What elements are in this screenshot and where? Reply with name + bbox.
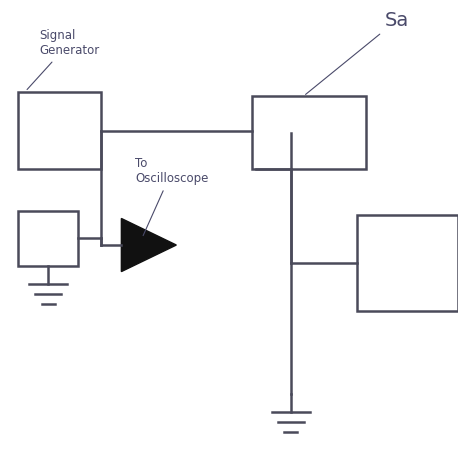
Bar [357,215,458,311]
Text: Sa: Sa [305,11,409,94]
Text: To
Oscilloscope: To Oscilloscope [135,158,208,235]
Bar [18,211,78,266]
Bar [18,92,101,169]
Polygon shape [121,218,176,272]
Text: Signal
Generator: Signal Generator [27,29,99,90]
Bar [252,96,366,169]
